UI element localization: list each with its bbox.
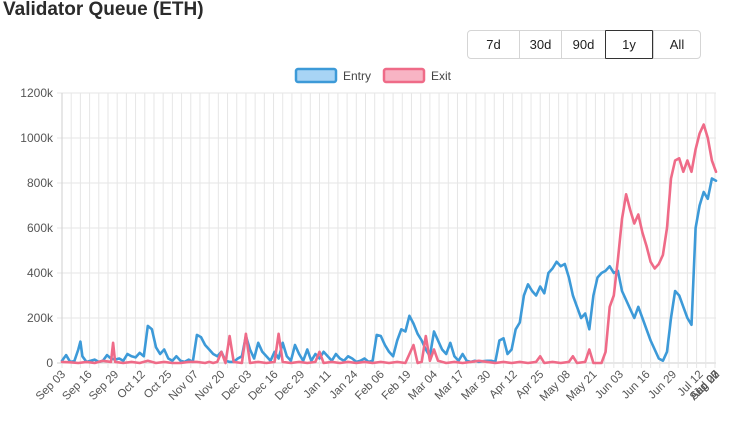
legend-label-exit: Exit xyxy=(431,69,452,83)
y-tick-label: 0 xyxy=(46,356,53,370)
y-tick-label: 800k xyxy=(27,176,54,190)
range-button-7d[interactable]: 7d xyxy=(486,37,501,52)
legend-swatch-entry xyxy=(294,67,338,84)
time-range-selector: 7d 30d 90d 1y All xyxy=(467,30,701,59)
x-tick-label: Sep 29 xyxy=(87,369,121,403)
x-tick-label: Jun 16 xyxy=(620,369,653,402)
chart-grid xyxy=(57,92,716,368)
range-button-90d[interactable]: 90d xyxy=(561,31,605,58)
range-button-all[interactable]: All xyxy=(653,31,700,58)
y-axis: 0 200k 400k 600k 800k 1000k 1200k xyxy=(20,86,54,370)
y-tick-label: 400k xyxy=(27,266,54,280)
range-button-30d[interactable]: 30d xyxy=(519,31,561,58)
legend-swatch-exit xyxy=(382,67,426,84)
x-tick-label: Jun 29 xyxy=(646,369,679,402)
x-tick-label: Dec 29 xyxy=(273,369,307,403)
y-tick-label: 600k xyxy=(27,221,54,235)
x-tick-label: Mar 30 xyxy=(459,369,493,403)
legend-label-entry: Entry xyxy=(343,69,371,83)
x-tick-label: Apr 12 xyxy=(487,369,519,401)
y-tick-label: 1000k xyxy=(20,131,54,145)
y-tick-label: 1200k xyxy=(20,86,54,100)
x-tick-label: Jan 11 xyxy=(302,369,334,401)
y-tick-label: 200k xyxy=(27,311,54,325)
x-tick-label: Jun 03 xyxy=(593,369,626,402)
x-tick-label: Oct 12 xyxy=(115,369,147,401)
series-line-exit xyxy=(60,123,718,365)
range-button-1y[interactable]: 1y xyxy=(605,30,653,59)
series-lines xyxy=(60,123,718,365)
page-title: Validator Queue (ETH) xyxy=(3,0,204,20)
series-line-entry xyxy=(60,177,718,364)
chart-legend: Entry Exit xyxy=(294,67,452,84)
